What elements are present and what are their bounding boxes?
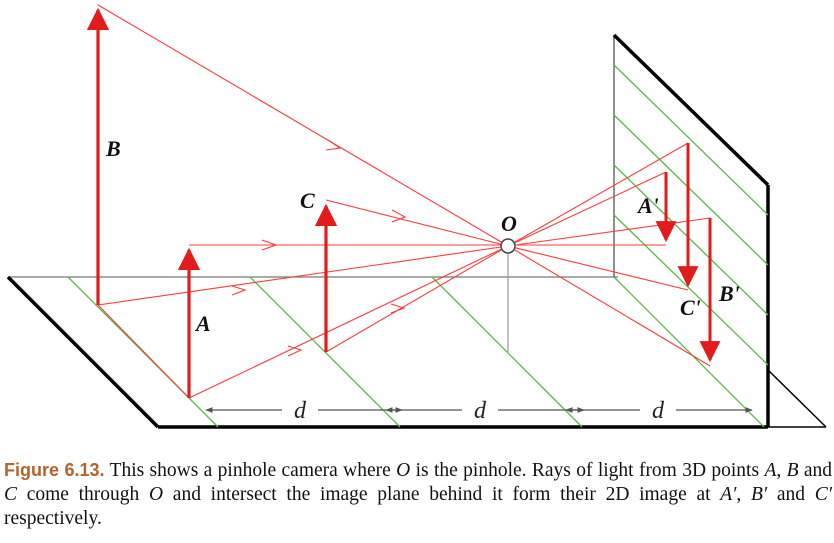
image-plane — [612, 33, 770, 427]
caption-text-8: come through — [17, 484, 150, 505]
caption-text-14: and — [767, 484, 815, 505]
caption-math-O: O — [396, 460, 411, 481]
light-rays — [97, 4, 711, 399]
pinhole — [500, 238, 516, 254]
distance-label-2: d — [474, 398, 487, 424]
caption-text-10: and intersect the image plane behind it … — [163, 484, 721, 505]
caption-math-B-prime: B′ — [750, 484, 768, 505]
label-B: B — [105, 136, 121, 161]
label-O: O — [501, 211, 517, 236]
pinhole-camera-diagram: B C A O A' B' C' d d d — [6, 4, 827, 429]
caption-math-C: C — [4, 484, 18, 505]
caption-math-O-2: O — [149, 484, 164, 505]
label-C-prime: C' — [680, 295, 701, 320]
figure-caption-label: Figure 6.13. — [4, 460, 105, 480]
caption-math-B: B — [786, 460, 799, 481]
caption-math-A-prime: A′ — [720, 484, 737, 505]
caption-text-2: is the pinhole. Rays of light from 3D po… — [410, 460, 765, 481]
floor-plane — [6, 275, 827, 429]
caption-text-0: This shows a pinhole camera where — [104, 460, 397, 481]
label-A: A — [194, 311, 211, 336]
label-A-prime: A' — [636, 193, 659, 218]
label-B-prime: B' — [718, 281, 740, 306]
caption-text-12: , — [736, 484, 751, 505]
figure-caption: Figure 6.13. This shows a pinhole camera… — [4, 458, 832, 531]
image-arrows — [655, 143, 721, 363]
caption-text-6: and — [798, 460, 833, 481]
caption-text-16: respectively. — [4, 508, 102, 529]
ray-direction-arrows — [231, 139, 407, 357]
object-arrows — [86, 7, 338, 398]
label-C: C — [300, 188, 315, 213]
distance-label-1: d — [294, 398, 307, 424]
caption-math-A: A — [764, 460, 777, 481]
caption-text-4: , — [776, 460, 787, 481]
caption-math-C-prime: C′ — [814, 484, 833, 505]
distance-label-3: d — [652, 398, 665, 424]
